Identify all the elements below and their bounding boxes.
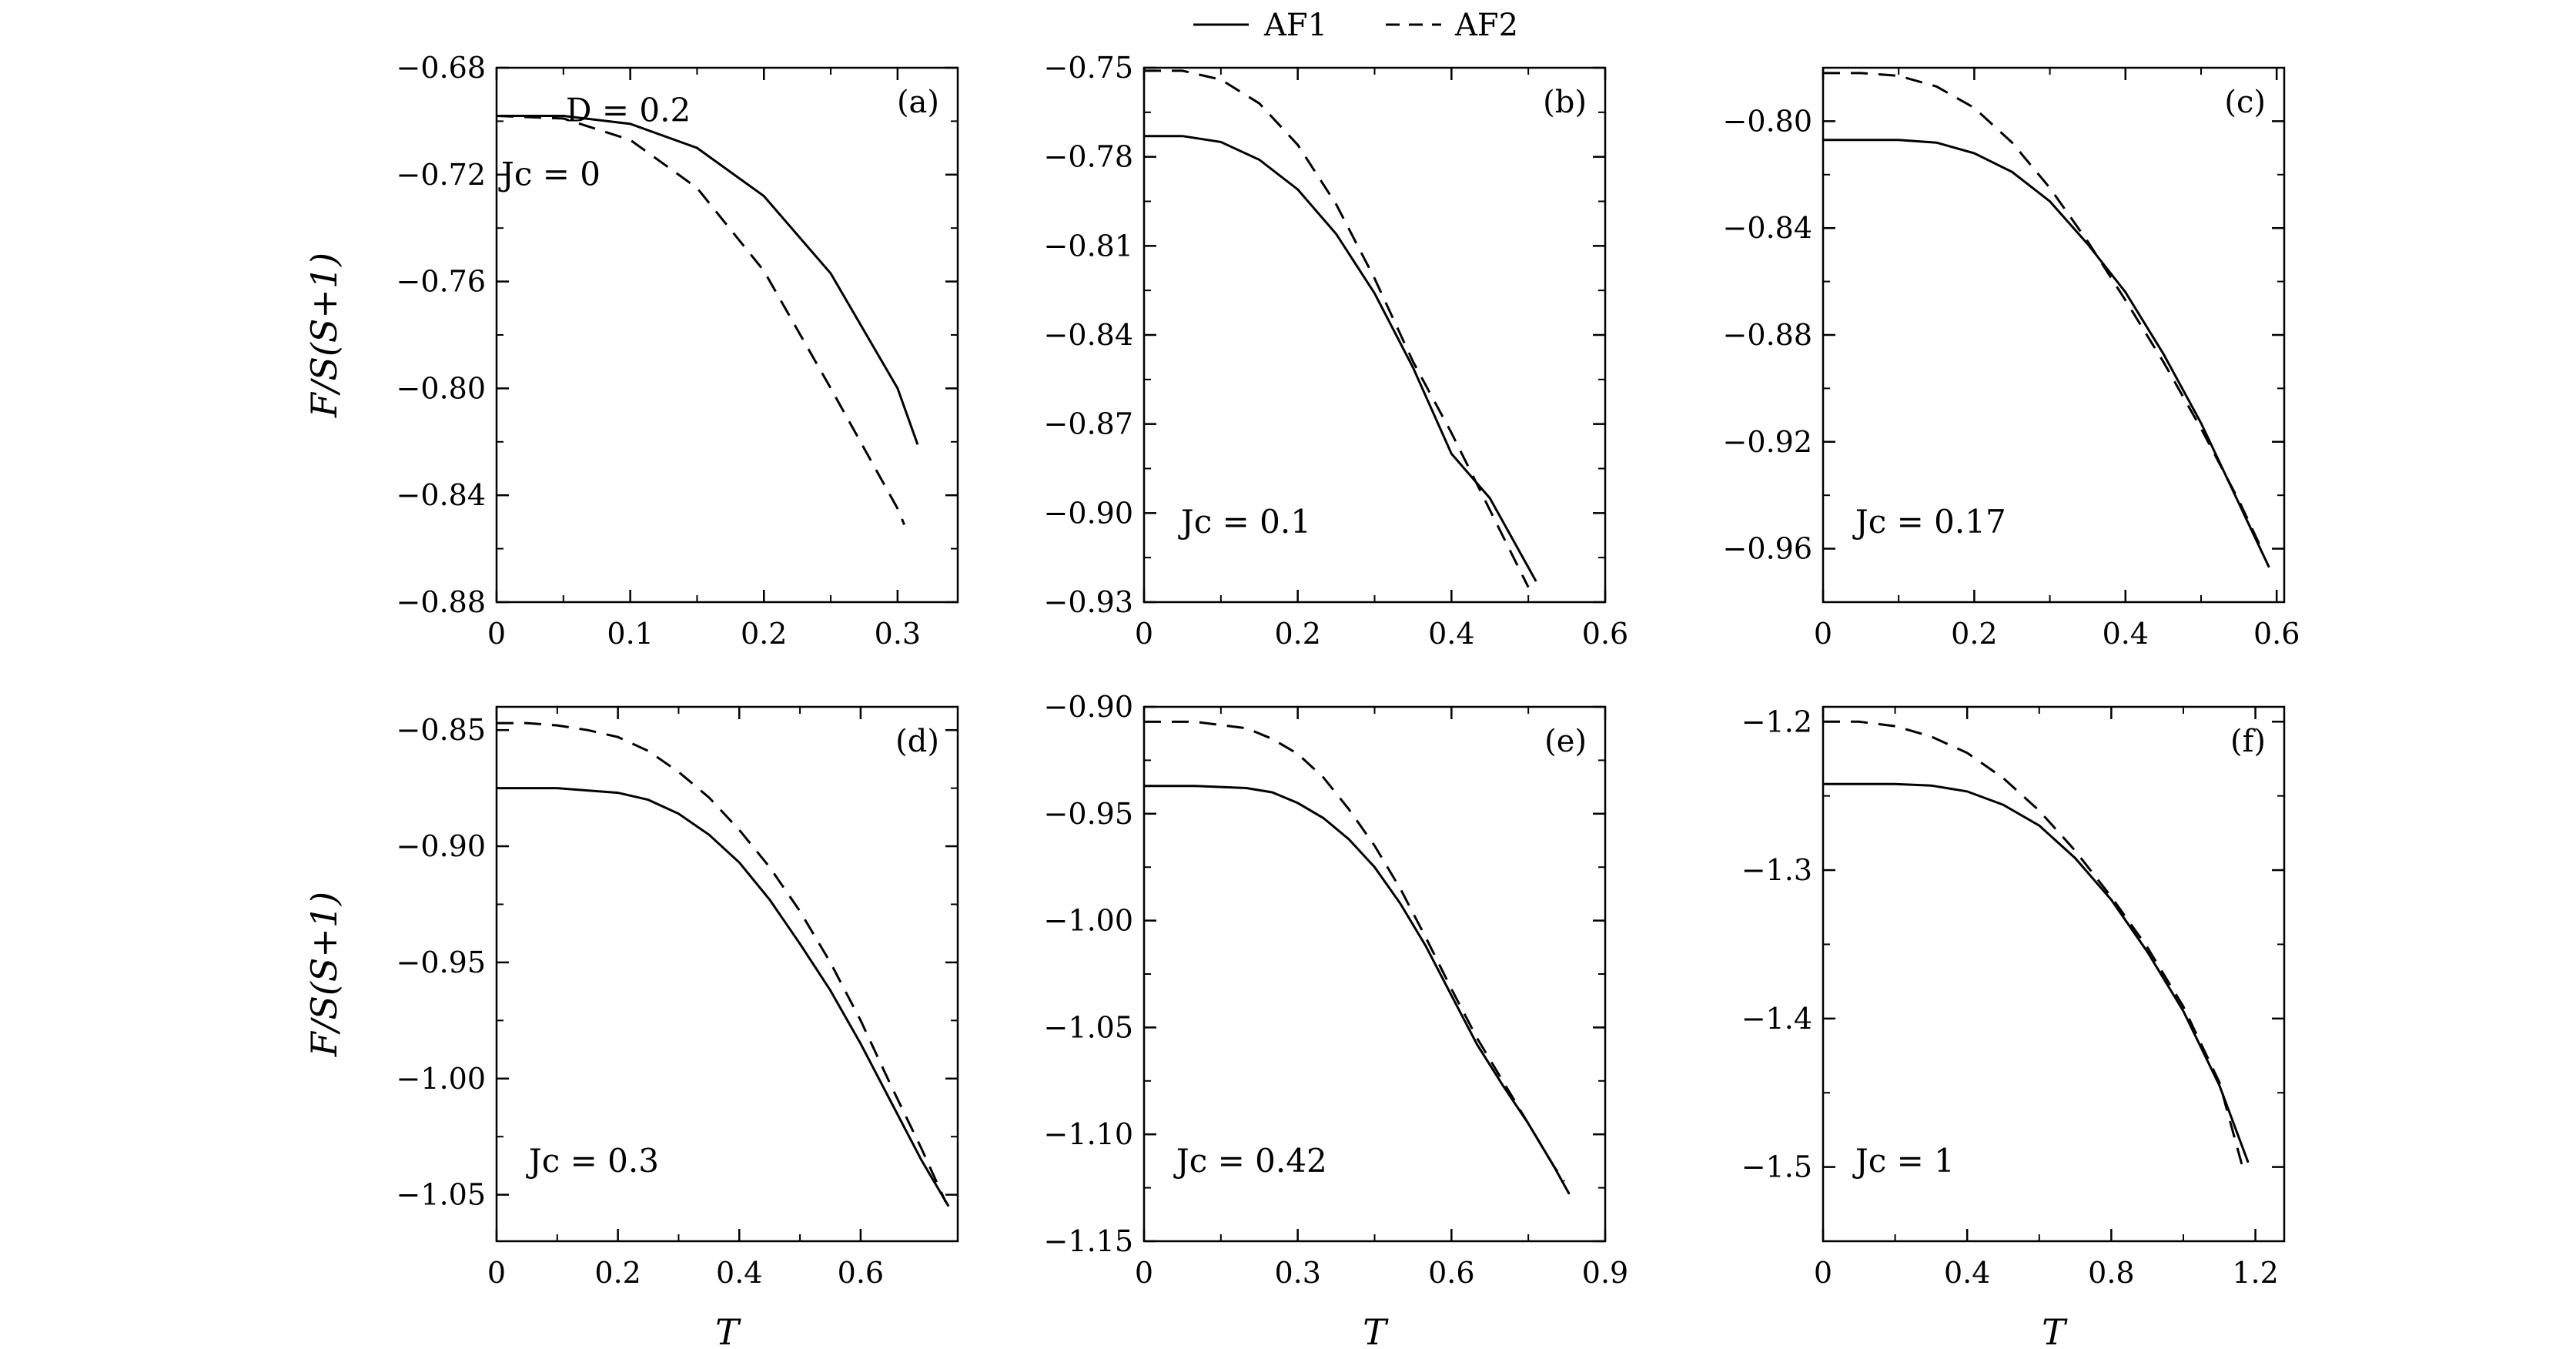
y-axis-title: F/S(S+1) [303,253,345,418]
y-tick-label: −1.3 [1741,853,1812,887]
y-tick-label: −0.68 [396,51,486,85]
plot-frame [495,705,959,1243]
panel-label: (f) [2230,724,2266,759]
x-tick-label: 0.8 [2088,1256,2134,1290]
panels: 0 0.1 0.2 0.3 −0.68 −0.72 −0.76 −0.80 −0.84 −0.88… [303,51,2300,1349]
series-af1-line [1144,135,1537,582]
y-tick-label: −0.80 [396,371,486,405]
series-af2-line [1823,72,2263,550]
legend-af2-label: AF2 [1454,8,1518,43]
y-tick-label: −0.88 [396,585,486,619]
y-tick-label: −0.95 [1044,797,1133,831]
y-tick-label: −1.10 [1044,1117,1133,1151]
panel-label: (e) [1544,724,1587,759]
x-tick-label: 0.6 [838,1256,884,1290]
x-tick-label: 0.4 [1944,1256,1990,1290]
legend-af1-label: AF1 [1263,8,1327,43]
x-tick-label: 0.2 [594,1256,641,1290]
series-af1-line [1823,782,2250,1163]
x-tick-label: 0.3 [1274,1256,1320,1290]
y-tick-label: −1.15 [1044,1224,1133,1258]
series-af2-line [1144,720,1566,1183]
annotation: Jc = 0.1 [1178,503,1311,541]
y-tick-label: −1.00 [396,1062,486,1096]
x-tick-label: 0.3 [875,617,921,651]
panel-b: 0 0.2 0.4 0.6 −0.75 −0.78 −0.81 −0.84 −0.87 −0.90… [1044,51,1629,651]
annotation: Jc = 0.17 [1852,503,2006,541]
x-axis-title: T [1363,1311,1389,1349]
x-tick-label: 0.4 [2103,617,2149,651]
y-tick-label: −1.2 [1741,705,1812,738]
plot-frame [1822,705,2286,1243]
series-af2-line [1823,720,2246,1175]
x-tick-label: 0 [487,1256,506,1290]
series-af2-line [1144,69,1530,588]
x-tick-label: 0.4 [716,1256,762,1290]
x-tick-label: 0.4 [1428,617,1474,651]
x-tick-label: 0 [487,617,506,651]
x-tick-label: 0 [1814,617,1832,651]
y-tick-label: −0.78 [1044,140,1133,174]
series-af1-line [497,115,919,445]
panel-label: (c) [2224,85,2266,120]
panel-e: 0 0.3 0.6 0.9 −0.90 −0.95 −1.00 −1.05 −1.10 −1.15… [1044,690,1629,1349]
legend: AF1 AF2 [1193,8,1518,43]
y-tick-label: −0.87 [1044,407,1133,441]
series-af1-line [497,787,950,1207]
x-tick-label: 1.2 [2232,1256,2278,1290]
annotation: Jc = 0.3 [526,1142,659,1180]
x-tick-label: 0.6 [2253,617,2300,651]
panel-label: (d) [895,724,939,759]
x-tick-label: 0 [1814,1256,1832,1290]
panel-f: 0 0.4 0.8 1.2 −1.2 −1.3 −1.4 −1.5 T (f) Jc = 1 [1741,705,2286,1349]
y-tick-label: −0.92 [1723,425,1812,459]
panel-d: 0 0.2 0.4 0.6 −0.85 −0.90 −0.95 −1.00 −1.05 T F/S(… [303,705,959,1349]
panel-c: 0 0.2 0.4 0.6 −0.80 −0.84 −0.88 −0.92 −0.96 (c) Jc… [1723,66,2300,651]
y-tick-label: −0.76 [396,265,486,299]
y-tick-label: −1.4 [1741,1002,1812,1036]
y-tick-label: −0.88 [1723,318,1812,352]
y-tick-label: −0.80 [1723,104,1812,138]
x-tick-label: 0.2 [1274,617,1320,651]
y-tick-label: −0.72 [396,158,486,192]
y-tick-label: −0.85 [396,713,486,747]
x-tick-label: 0.6 [1582,617,1628,651]
y-tick-label: −0.93 [1044,585,1133,619]
annotation: Jc = 1 [1852,1142,1955,1180]
series-af1-line [1144,785,1571,1195]
y-tick-label: −0.84 [396,478,486,512]
panel-label: (b) [1543,85,1587,120]
y-tick-label: −0.84 [1044,318,1133,352]
plot-frame [495,66,959,604]
annotation: Jc = 0.42 [1173,1142,1327,1180]
y-tick-label: −0.84 [1723,211,1812,245]
x-tick-label: 0 [1135,617,1153,651]
x-tick-label: 0.2 [1951,617,1997,651]
x-axis-title: T [2042,1311,2068,1349]
y-tick-label: −0.90 [396,829,486,863]
y-tick-label: −0.90 [1044,496,1133,530]
y-tick-label: −0.96 [1723,532,1812,566]
y-tick-label: −1.05 [396,1178,486,1212]
panel-a: 0 0.1 0.2 0.3 −0.68 −0.72 −0.76 −0.80 −0.84 −0.88… [303,51,959,651]
series-af1-line [1823,139,2270,568]
y-tick-label: −0.75 [1044,51,1133,85]
y-tick-label: −0.90 [1044,690,1133,724]
y-tick-label: −1.05 [1044,1010,1133,1044]
y-tick-label: −0.81 [1044,229,1133,263]
x-tick-label: 0 [1135,1256,1153,1290]
x-axis-title: T [715,1311,741,1349]
x-tick-label: 0.2 [741,617,787,651]
y-axis-title: F/S(S+1) [303,892,345,1057]
panel-label: (a) [897,85,939,120]
y-tick-label: −1.00 [1044,904,1133,938]
x-tick-label: 0.9 [1582,1256,1628,1290]
x-tick-label: 0.6 [1428,1256,1474,1290]
y-tick-label: −0.95 [396,946,486,979]
annotation: Jc = 0 [498,156,601,193]
y-tick-label: −1.5 [1741,1150,1812,1184]
x-tick-label: 0.1 [607,617,653,651]
series-af2-line [497,721,947,1203]
